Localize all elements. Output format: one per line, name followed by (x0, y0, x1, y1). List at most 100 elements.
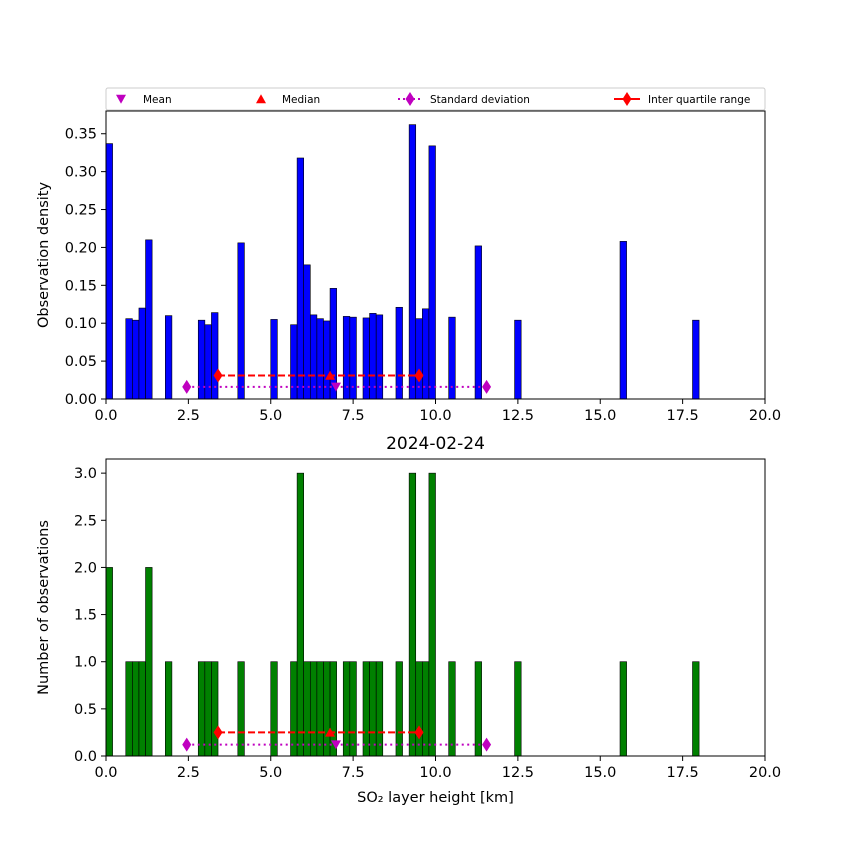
y-tick-label: 0.05 (65, 354, 97, 370)
legend-mean-marker (116, 94, 126, 104)
x-tick-label: 5.0 (259, 408, 282, 424)
std-marker (482, 737, 492, 752)
bar (204, 661, 212, 757)
y-tick-label: 0.25 (65, 203, 97, 219)
y-tick-label: 1.0 (74, 655, 97, 671)
bar (125, 661, 133, 757)
x-tick-label: 2.5 (177, 765, 200, 781)
x-tick-label: 12.5 (502, 408, 534, 424)
median-marker (325, 370, 336, 380)
panel-2: 0.0 2.5 5.0 7.5 10.0 12.5 15.0 17.5 20.0 0.0 0.5 1.… (36, 434, 781, 806)
bar (105, 567, 113, 757)
mean-marker (330, 382, 341, 392)
bar (619, 661, 627, 757)
y-tick-label: 0.5 (74, 702, 97, 718)
y-tick-label: 2.0 (74, 560, 97, 576)
legend-mean-label: Mean (143, 94, 172, 106)
bar (316, 661, 324, 757)
bar (619, 241, 627, 400)
bar (105, 143, 113, 400)
x-tick-label: 17.5 (666, 408, 698, 424)
bar (428, 145, 436, 400)
y-axis-label: Number of observations (36, 520, 52, 695)
iqr-marker (414, 725, 424, 740)
bar (415, 661, 423, 757)
x-tick-label: 10.0 (419, 765, 451, 781)
bar (270, 661, 278, 757)
legend-median-label: Median (282, 94, 320, 106)
x-tick-label: 7.5 (342, 408, 365, 424)
std-marker (482, 379, 492, 394)
bar (514, 661, 522, 757)
bar (303, 661, 311, 757)
bar (132, 661, 140, 757)
legend-iqr-marker (622, 92, 632, 106)
bar (422, 308, 430, 400)
bar (296, 157, 304, 400)
panel-1: 0.0 2.5 5.0 7.5 10.0 12.5 15.0 17.5 20.0 0.00 0.05… (36, 110, 781, 424)
bar (692, 661, 700, 757)
x-axis-label: SO₂ layer height [km] (357, 790, 514, 806)
y-tick-label: 3.0 (74, 466, 97, 482)
y-tick-label: 2.5 (74, 513, 97, 529)
bar (138, 307, 146, 400)
bar (448, 661, 456, 757)
y-tick-label: 0.10 (65, 316, 97, 332)
y-tick-label: 0.0 (74, 749, 97, 765)
bar (422, 661, 430, 757)
mean-marker (330, 740, 341, 750)
legend-iqr-label: Inter quartile range (648, 94, 750, 106)
bar (145, 567, 153, 757)
std-marker (182, 737, 192, 752)
bar (303, 264, 311, 400)
legend-std-label: Standard deviation (430, 94, 530, 106)
x-tick-label: 15.0 (584, 765, 616, 781)
bar (165, 315, 173, 400)
bar (145, 239, 153, 400)
x-tick-label: 20.0 (749, 765, 781, 781)
median-marker (325, 727, 336, 737)
legend-box (105, 87, 766, 111)
bar (349, 661, 357, 757)
y-tick-label: 0.30 (65, 165, 97, 181)
bar (323, 661, 331, 757)
x-tick-label: 10.0 (419, 408, 451, 424)
legend: Mean Median Standard deviation Inter quarti… (105, 87, 766, 111)
bar (138, 661, 146, 757)
bar (428, 472, 436, 757)
bar (329, 288, 337, 400)
x-tick-label: 17.5 (666, 765, 698, 781)
x-tick-label: 20.0 (749, 408, 781, 424)
bar (290, 661, 298, 757)
bar (125, 318, 133, 400)
x-tick-label: 5.0 (259, 765, 282, 781)
bar (309, 661, 318, 757)
bar (237, 661, 245, 757)
bar (514, 319, 522, 400)
x-tick-label: 7.5 (342, 765, 365, 781)
x-tick-label: 2.5 (177, 408, 200, 424)
iqr-marker (414, 368, 424, 383)
legend-median-marker (256, 94, 266, 104)
bar (362, 661, 370, 757)
iqr-marker (213, 725, 223, 740)
legend-std-marker (405, 92, 415, 106)
y-tick-label: 1.5 (74, 608, 97, 624)
chart-title: 2024-02-24 (386, 434, 485, 454)
y-axis-label: Observation density (36, 182, 52, 328)
bar (375, 661, 384, 757)
x-tick-label: 15.0 (584, 408, 616, 424)
bar (132, 319, 140, 400)
x-tick-label: 0.0 (94, 408, 117, 424)
bar (211, 661, 219, 757)
std-marker (182, 379, 192, 394)
y-tick-label: 0.15 (65, 278, 97, 294)
y-tick-label: 0.35 (65, 127, 97, 143)
iqr-marker (213, 368, 223, 383)
y-tick-label: 0.20 (65, 240, 97, 256)
bar (165, 661, 173, 757)
y-tick-label: 0.00 (65, 392, 97, 408)
bar (342, 661, 351, 757)
bar (408, 124, 417, 400)
